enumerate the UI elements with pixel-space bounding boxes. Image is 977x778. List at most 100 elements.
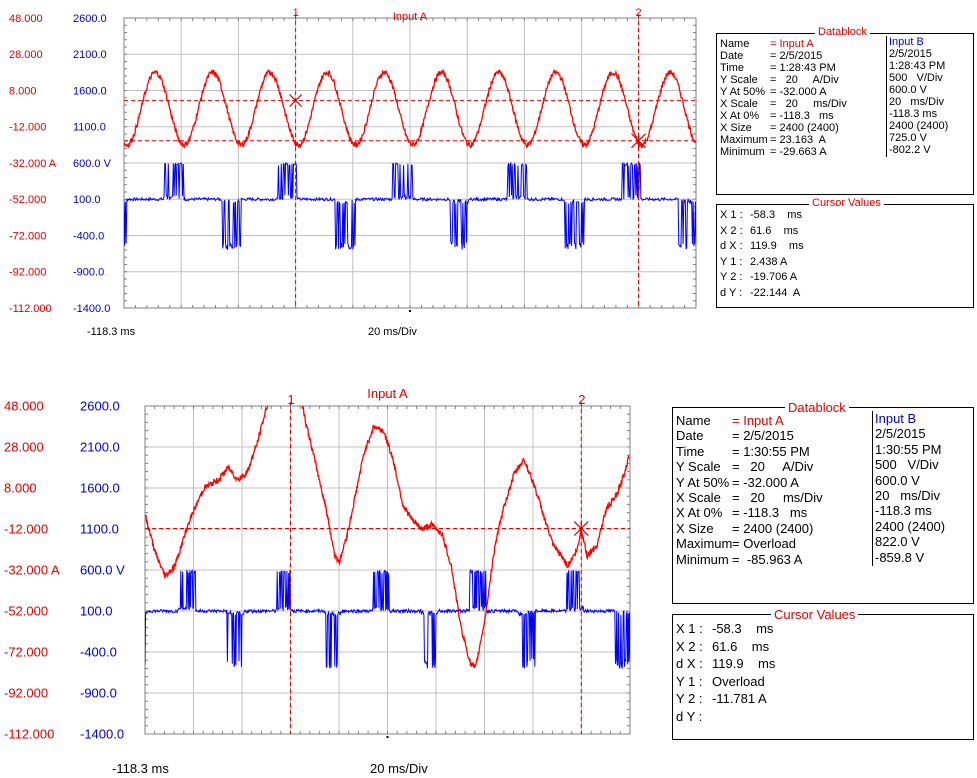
y-right-tick-label: 100.0 — [73, 194, 101, 206]
cursor-value-row: Y 2 : -11.781 A — [676, 691, 767, 706]
cursor-value: 119.9 ms — [712, 656, 776, 671]
datablock-row: Y Scale = 20 A/Div 500 V/Div — [676, 457, 973, 475]
datablock-label: Time — [676, 443, 705, 459]
datablock-value-a: = 20 A/Div — [770, 74, 839, 86]
waveform-plot-bottom: 48.000 28.000 8.000 -12.000 -32.000 A -52.000… — [4, 386, 631, 776]
datablock-value-a: = 1:30:55 PM — [732, 443, 810, 459]
y-left-tick-label: 8.000 — [4, 481, 37, 496]
cursor-value: Overload — [712, 673, 765, 689]
datablock-value-b: 20 ms/Div — [872, 488, 940, 505]
datablock-label: Name — [720, 38, 750, 50]
cursor-value-label: X 1 : — [676, 621, 703, 636]
datablock-row: Date = 2/5/2015 2/5/2015 — [720, 48, 973, 62]
x-start-label: -118.3 ms — [112, 761, 169, 776]
datablock-value-b: 500 V/Div — [872, 457, 939, 474]
datablock-row: Name = Input A Input B — [676, 411, 973, 428]
y-left-tick-label: -52.000 — [4, 604, 48, 619]
cursor-2-marker — [573, 520, 589, 537]
y-right-tick-label: 2600.0 — [80, 399, 120, 414]
y-right-tick-label: -1400.0 — [80, 727, 124, 742]
datablock-label: Maximum — [676, 536, 733, 552]
cursor-value-label: Y 2 : — [720, 271, 743, 283]
datablock-label: Y At 50% — [676, 474, 730, 490]
datablock-value-a: = 2400 (2400) — [732, 520, 814, 536]
cursor-value: 61.6 ms — [750, 224, 799, 237]
cursor-value-label: d Y : — [676, 708, 703, 724]
datablock-label: X Scale — [676, 490, 721, 505]
scope-panel-top: 48.000 28.000 8.000 -12.000 -32.000 A -52.000… — [0, 0, 977, 340]
cursor-value-label: X 1 : — [720, 209, 743, 221]
y-right-tick-label: 2100.0 — [80, 440, 120, 455]
datablock-row: Time = 1:30:55 PM 1:30:55 PM — [676, 441, 973, 459]
datablock-row: Time = 1:28:43 PM 1:28:43 PM — [720, 60, 973, 74]
datablock-value-a: = -118.3 ms — [732, 505, 808, 521]
x-start-label: -118.3 ms — [87, 326, 136, 338]
cursor-value-row: X 1 : -58.3 ms — [676, 621, 773, 636]
cursor-value-label: d X : — [676, 656, 703, 671]
cursor-value: -19.706 A — [750, 271, 798, 283]
datablock-value-a: = 23.163 A — [770, 134, 826, 146]
y-right-tick-label: 100.0 — [80, 604, 113, 619]
datablock-row: X Scale = 20 ms/Div 20 ms/Div — [676, 488, 973, 505]
cursor-value-label: d Y : — [720, 286, 743, 299]
cursor-1-label: 1 — [288, 392, 295, 407]
datablock-value-a: = -29.663 A — [770, 146, 827, 158]
y-right-tick-label: -400.0 — [73, 230, 104, 242]
y-right-tick-label: 2600.0 — [73, 13, 107, 25]
datablock-row: Minimum = -85.963 A -859.8 V — [676, 549, 973, 567]
datablock-label: Date — [676, 428, 704, 444]
y-right-tick-label: 1100.0 — [80, 522, 119, 537]
y-left-tick-label: 28.000 — [9, 49, 43, 61]
y-left-tick-label: -72.000 — [9, 230, 46, 242]
cursor-value: -58.3 ms — [712, 621, 774, 636]
datablock-value-b: 1:28:43 PM — [886, 60, 945, 73]
datablock-value-a: = Overload — [732, 536, 796, 552]
series-input-b — [145, 568, 630, 670]
datablock-value-b: 1:30:55 PM — [872, 441, 942, 459]
y-left-tick-label: -112.000 — [4, 727, 54, 742]
cursor-value-label: Y 1 : — [676, 673, 703, 689]
datablock-row: Y At 50% = -32.000 A 600.0 V — [676, 472, 973, 490]
y-left-tick-label: -72.000 — [4, 645, 48, 660]
cursor-value: -58.3 ms — [750, 209, 802, 221]
datablock-label: X At 0% — [720, 110, 760, 122]
y-left-tick-label: 28.000 — [4, 440, 44, 455]
center-marker — [386, 736, 389, 738]
datablock-value-a: = 20 ms/Div — [732, 490, 823, 505]
y-right-tick-label: 1600.0 — [80, 481, 120, 496]
datablock-value-b: 725.0 V — [886, 132, 927, 145]
datablock-label: Minimum — [720, 146, 765, 158]
datablock-row: Maximum = 23.163 A 725.0 V — [720, 132, 973, 146]
datablock-row: Y At 50% = -32.000 A 600.0 V — [720, 84, 973, 98]
datablock-label: Minimum — [676, 551, 729, 567]
center-marker — [409, 310, 411, 312]
datablock-value-a: = -32.000 A — [732, 474, 799, 490]
datablock-value-a: = 20 A/Div — [732, 459, 814, 475]
datablock-value-b: Input B — [886, 36, 924, 49]
datablock-value-b: 822.0 V — [872, 534, 920, 551]
datablock-title: Datablock — [815, 26, 870, 38]
y-left-tick-label: -12.000 — [9, 122, 46, 134]
y-right-tick-label: -400.0 — [80, 645, 117, 660]
plot-content — [145, 406, 630, 670]
series-input-a — [124, 68, 696, 150]
scope-panel-bottom: 48.000 28.000 8.000 -12.000 -32.000 A -52.000… — [0, 378, 977, 778]
cursor-value-row: d X : 119.9 ms — [676, 656, 775, 671]
cursor-value: -22.144 A — [750, 286, 801, 299]
datablock-value-a: = -32.000 A — [770, 86, 827, 98]
cursor-values-top: Cursor Values X 1 : -58.3 ms X 2 : 61.6 ms d… — [716, 197, 974, 308]
cursor-value: 61.6 ms — [712, 638, 770, 654]
datablock-row: Date = 2/5/2015 2/5/2015 — [676, 426, 973, 444]
datablock-row: X At 0% = -118.3 ms -118.3 ms — [720, 108, 973, 122]
datablock-value-a: = 2/5/2015 — [732, 428, 794, 444]
x-axis-label: 20 ms/Div — [368, 326, 417, 338]
datablock-value-b: 600.0 V — [886, 84, 927, 97]
y-right-tick-label: 1100.0 — [73, 122, 106, 134]
cursor-2-label: 2 — [636, 7, 642, 19]
datablock-row: Maximum = Overload 822.0 V — [676, 534, 973, 552]
cursor-value-label: Y 2 : — [676, 691, 703, 706]
cursor-2-marker — [631, 132, 646, 149]
series-input-a — [145, 406, 630, 669]
datablock-label: Maximum — [720, 134, 768, 146]
datablock-value-b: -802.2 V — [886, 144, 931, 157]
